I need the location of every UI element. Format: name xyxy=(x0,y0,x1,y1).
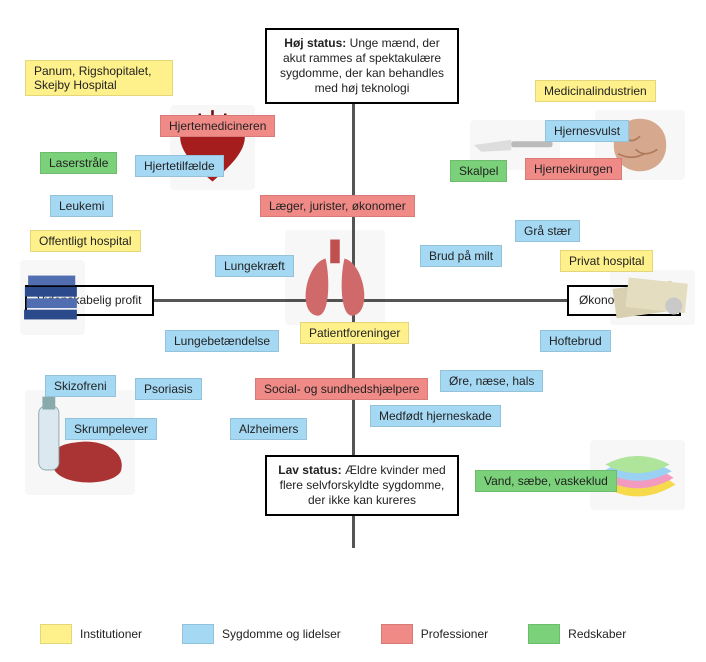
pill-lungebetændelse: Lungebetændelse xyxy=(165,330,279,352)
liver-bottle-icon xyxy=(25,390,135,495)
pill-skrumpelever: Skrumpelever xyxy=(65,418,157,440)
legend-item-tool: Redskaber xyxy=(528,624,626,644)
diagram-stage: Høj status: Unge mænd, der akut rammes a… xyxy=(0,0,706,662)
lungs-icon xyxy=(285,230,385,325)
pill-leukemi: Leukemi xyxy=(50,195,113,217)
pill-hjertemedicineren: Hjertemedicineren xyxy=(160,115,275,137)
pill-hjernekirurgen: Hjernekirurgen xyxy=(525,158,622,180)
money-icon xyxy=(610,270,695,325)
legend-swatch-tool xyxy=(528,624,560,644)
pill-social-og-sundhedshjælpere: Social- og sundhedshjælpere xyxy=(255,378,428,400)
legend-swatch-disease xyxy=(182,624,214,644)
books-icon xyxy=(20,260,85,335)
pill-alzheimers: Alzheimers xyxy=(230,418,307,440)
axis-top-box: Høj status: Unge mænd, der akut rammes a… xyxy=(265,28,459,104)
legend-label: Institutioner xyxy=(80,627,142,641)
pill-vand-sæbe-vaskeklud: Vand, sæbe, vaskeklud xyxy=(475,470,617,492)
axis-bottom-box: Lav status: Ældre kvinder med flere selv… xyxy=(265,455,459,516)
pill-medfødt-hjerneskade: Medfødt hjerneskade xyxy=(370,405,501,427)
pill-offentligt-hospital: Offentligt hospital xyxy=(30,230,141,252)
legend-swatch-profession xyxy=(381,624,413,644)
pill-hoftebrud: Hoftebrud xyxy=(540,330,611,352)
legend-label: Sygdomme og lidelser xyxy=(222,627,341,641)
pill-hjernesvulst: Hjernesvulst xyxy=(545,120,629,142)
legend-swatch-institution xyxy=(40,624,72,644)
pill-laserstråle: Laserstråle xyxy=(40,152,117,174)
legend-item-profession: Professioner xyxy=(381,624,488,644)
pill-lungekræft: Lungekræft xyxy=(215,255,294,277)
legend-item-disease: Sygdomme og lidelser xyxy=(182,624,341,644)
pill-privat-hospital: Privat hospital xyxy=(560,250,653,272)
pill-patientforeninger: Patientforeninger xyxy=(300,322,409,344)
pill-hjertetilfælde: Hjertetilfælde xyxy=(135,155,224,177)
axis-bottom-bold: Lav status: xyxy=(278,463,341,477)
legend-label: Redskaber xyxy=(568,627,626,641)
pill-psoriasis: Psoriasis xyxy=(135,378,202,400)
legend-label: Professioner xyxy=(421,627,488,641)
pill-grå-stær: Grå stær xyxy=(515,220,580,242)
pill-panum-rigshopitalet-skejby-hospital: Panum, Rigshopitalet, Skejby Hospital xyxy=(25,60,173,96)
pill-brud-på-milt: Brud på milt xyxy=(420,245,502,267)
pill-medicinalindustrien: Medicinalindustrien xyxy=(535,80,656,102)
pill-øre-næse-hals: Øre, næse, hals xyxy=(440,370,543,392)
legend-item-institution: Institutioner xyxy=(40,624,142,644)
pill-skalpel: Skalpel xyxy=(450,160,507,182)
pill-skizofreni: Skizofreni xyxy=(45,375,116,397)
axis-top-bold: Høj status: xyxy=(284,36,346,50)
pill-læger-jurister-økonomer: Læger, jurister, økonomer xyxy=(260,195,415,217)
legend: Institutioner Sygdomme og lidelser Profess… xyxy=(40,624,626,644)
